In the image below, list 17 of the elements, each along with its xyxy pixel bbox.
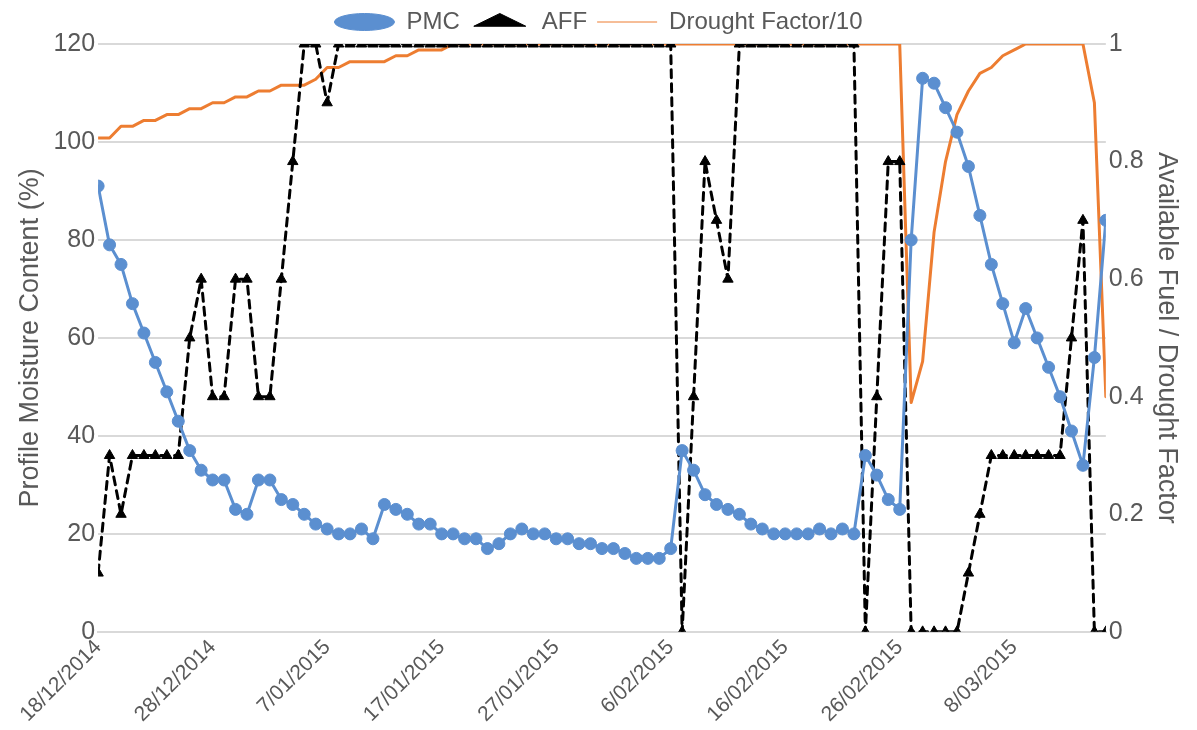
legend-label: Drought Factor/10 <box>669 6 863 34</box>
y2-tick-label: 0 <box>1108 615 1123 644</box>
y-tick-label: 20 <box>67 517 96 546</box>
y2-tick-label: 0.2 <box>1108 498 1144 527</box>
y2-tick-label: 0.4 <box>1108 380 1144 409</box>
y2-axis-title: Available Fuel / Drought Factor <box>1153 152 1184 524</box>
legend-label: PMC <box>406 6 460 34</box>
y2-tick-label: 1 <box>1108 27 1123 56</box>
y-tick-label: 80 <box>67 223 96 252</box>
y-tick-label: 40 <box>67 419 96 448</box>
y2-tick-label: 0.8 <box>1108 145 1144 174</box>
y2-tick-label: 0.6 <box>1108 263 1144 292</box>
y-tick-label: 120 <box>53 27 96 56</box>
legend-label: AFF <box>541 6 588 34</box>
y-tick-label: 100 <box>53 125 96 154</box>
y-axis-title: Profile Moisture Content (%) <box>13 168 44 508</box>
y-tick-label: 60 <box>67 321 96 350</box>
